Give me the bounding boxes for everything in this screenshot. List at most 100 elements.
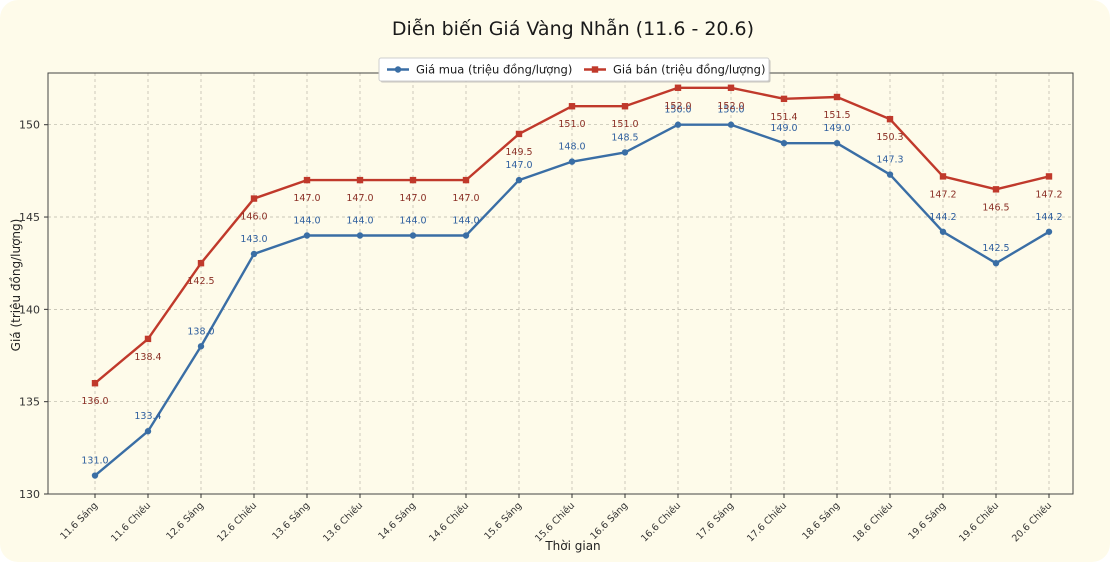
x-tick-label: 14.6 Chiều	[427, 500, 471, 544]
y-tick-label: 145	[19, 211, 40, 224]
buy-price-point	[409, 232, 417, 239]
buy-price-label: 144.0	[293, 215, 320, 226]
buy-price-label: 147.3	[876, 155, 903, 166]
legend-box	[378, 57, 770, 82]
buy-price-point	[780, 139, 788, 147]
sell-price-label: 146.0	[240, 212, 267, 223]
sell-price-label: 152.0	[717, 101, 744, 112]
sell-price-label: 151.0	[611, 119, 638, 130]
sell-price-point	[1045, 173, 1053, 180]
x-tick-label: 18.6 Chiều	[851, 500, 895, 544]
buy-price-label: 144.0	[399, 215, 426, 226]
sell-price-point	[515, 130, 523, 138]
sell-price-label: 152.0	[664, 101, 691, 112]
sell-price-point	[674, 84, 682, 91]
x-tick-label: 11.6 Chiều	[109, 500, 153, 544]
sell-price-point	[833, 93, 841, 101]
buy-price-label: 131.0	[81, 456, 108, 467]
x-tick-label: 11.6 Sáng	[58, 500, 100, 542]
buy-price-point	[992, 259, 1000, 267]
y-tick-label: 135	[19, 396, 40, 409]
x-tick-label: 17.6 Chiều	[745, 500, 789, 544]
buy-price-point	[621, 149, 629, 156]
buy-price-point	[144, 428, 152, 435]
sell-price-point	[621, 103, 629, 110]
buy-price-label: 144.2	[929, 212, 956, 223]
x-tick-label: 16.6 Chiều	[639, 500, 683, 544]
sell-price-label: 147.0	[399, 193, 426, 204]
y-tick-label: 130	[19, 488, 40, 501]
x-axis-label: Thời gian	[544, 539, 600, 553]
x-tick-label: 19.6 Chiều	[957, 500, 1001, 544]
sell-price-label: 147.2	[929, 189, 956, 200]
buy-price-label: 150.0	[664, 105, 691, 116]
sell-price-point	[91, 380, 99, 387]
y-axis-label: Giá (triệu đồng/lượng)	[9, 219, 23, 352]
legend-buy-label: Giá mua (triệu đồng/lượng)	[416, 63, 572, 77]
sell-price-point	[250, 195, 258, 202]
buy-price-label: 144.0	[346, 215, 373, 226]
x-tick-label: 12.6 Sáng	[164, 500, 206, 542]
legend-sell-marker	[591, 66, 599, 73]
legend-buy-marker	[394, 66, 402, 73]
buy-price-point	[91, 472, 99, 479]
x-tick-label: 12.6 Chiều	[215, 500, 259, 544]
sell-price-label: 136.0	[81, 396, 108, 407]
buy-price-label: 133.4	[134, 411, 161, 422]
buy-price-label: 144.2	[1035, 212, 1062, 223]
sell-price-point	[886, 115, 894, 123]
buy-price-point	[515, 176, 523, 184]
sell-price-point	[568, 103, 576, 110]
x-tick-label: 16.6 Sáng	[588, 500, 630, 542]
y-tick-label: 150	[19, 119, 40, 132]
x-tick-label: 15.6 Chiều	[533, 500, 577, 544]
x-tick-label: 15.6 Sáng	[482, 500, 524, 542]
plot-background	[48, 73, 1073, 494]
sell-price-point	[462, 176, 470, 184]
sell-price-point	[303, 176, 311, 184]
sell-price-point	[409, 176, 417, 184]
buy-price-point	[250, 250, 258, 258]
sell-price-label: 147.0	[293, 193, 320, 204]
sell-price-point	[356, 176, 364, 184]
buy-price-label: 148.5	[611, 132, 638, 143]
buy-price-label: 149.0	[823, 123, 850, 134]
x-tick-label: 20.6 Chiều	[1010, 500, 1054, 544]
sell-price-point	[197, 259, 205, 267]
x-tick-label: 13.6 Chiều	[321, 500, 365, 544]
sell-price-label: 142.5	[187, 276, 214, 287]
sell-price-label: 151.0	[558, 119, 585, 130]
sell-price-label: 149.5	[505, 147, 532, 158]
sell-price-label: 150.3	[876, 132, 903, 143]
buy-price-point	[674, 121, 682, 128]
sell-price-label: 146.5	[982, 202, 1009, 213]
x-tick-label: 17.6 Sáng	[694, 500, 736, 542]
buy-price-label: 148.0	[558, 142, 585, 153]
sell-price-point	[144, 335, 152, 343]
buy-price-point	[727, 121, 735, 128]
buy-price-point	[886, 171, 894, 178]
sell-price-point	[992, 186, 1000, 193]
sell-price-point	[727, 84, 735, 91]
buy-price-label: 150.0	[717, 105, 744, 116]
x-tick-label: 19.6 Sáng	[906, 500, 948, 542]
buy-price-label: 142.5	[982, 243, 1009, 254]
buy-price-label: 143.0	[240, 234, 267, 245]
buy-price-label: 147.0	[505, 160, 532, 171]
y-tick-label: 140	[19, 303, 40, 316]
buy-price-label: 149.0	[770, 123, 797, 134]
sell-price-label: 151.4	[770, 112, 797, 123]
buy-price-point	[197, 343, 205, 350]
buy-price-label: 144.0	[452, 215, 479, 226]
buy-price-point	[568, 158, 576, 165]
buy-price-point	[462, 232, 470, 239]
sell-price-point	[939, 173, 947, 180]
sell-price-label: 138.4	[134, 352, 161, 363]
plot-area: 130 135 140 145 150 11.6 Sáng 11.6 Chiều 12.6 S…	[19, 57, 1074, 544]
buy-price-point	[939, 228, 947, 235]
buy-price-point	[303, 232, 311, 239]
legend-sell-label: Giá bán (triệu đồng/lượng)	[613, 63, 765, 77]
sell-price-label: 147.0	[346, 193, 373, 204]
sell-price-label: 147.2	[1035, 189, 1062, 200]
